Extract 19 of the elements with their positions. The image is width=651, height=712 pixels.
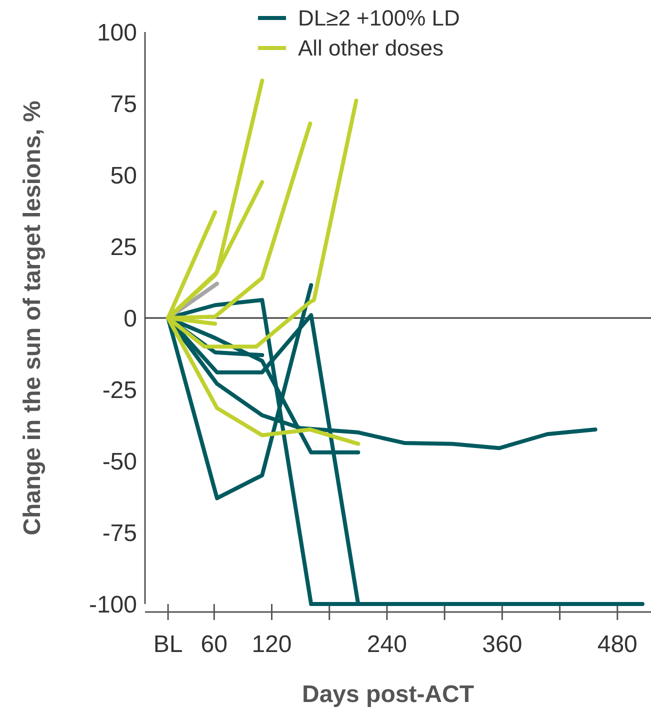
x-tick-label: 360 (482, 631, 522, 658)
x-tick-label: 60 (200, 631, 228, 658)
x-tick-label: 480 (597, 631, 638, 658)
legend-label: DL≥2 +100% LD (298, 6, 460, 31)
x-tick-label: BL (153, 631, 183, 658)
y-tick-label: 0 (124, 305, 137, 332)
y-tick-label: 75 (110, 90, 137, 118)
y-tick-label: -50 (102, 448, 137, 476)
x-tick-label: 240 (366, 631, 407, 658)
y-tick-label: 25 (110, 234, 137, 261)
y-axis-title: Change in the sun of target lesions, % (19, 100, 46, 536)
y-tick-label: 100 (96, 19, 137, 46)
y-tick-label: 50 (110, 162, 137, 190)
x-tick-label: 120 (252, 631, 292, 658)
y-tick-label: -75 (102, 520, 137, 547)
legend-label: All other doses (298, 36, 444, 61)
x-axis-title: Days post-ACT (302, 681, 474, 708)
y-tick-label: -100 (88, 591, 137, 618)
y-tick-label: -25 (102, 376, 137, 404)
